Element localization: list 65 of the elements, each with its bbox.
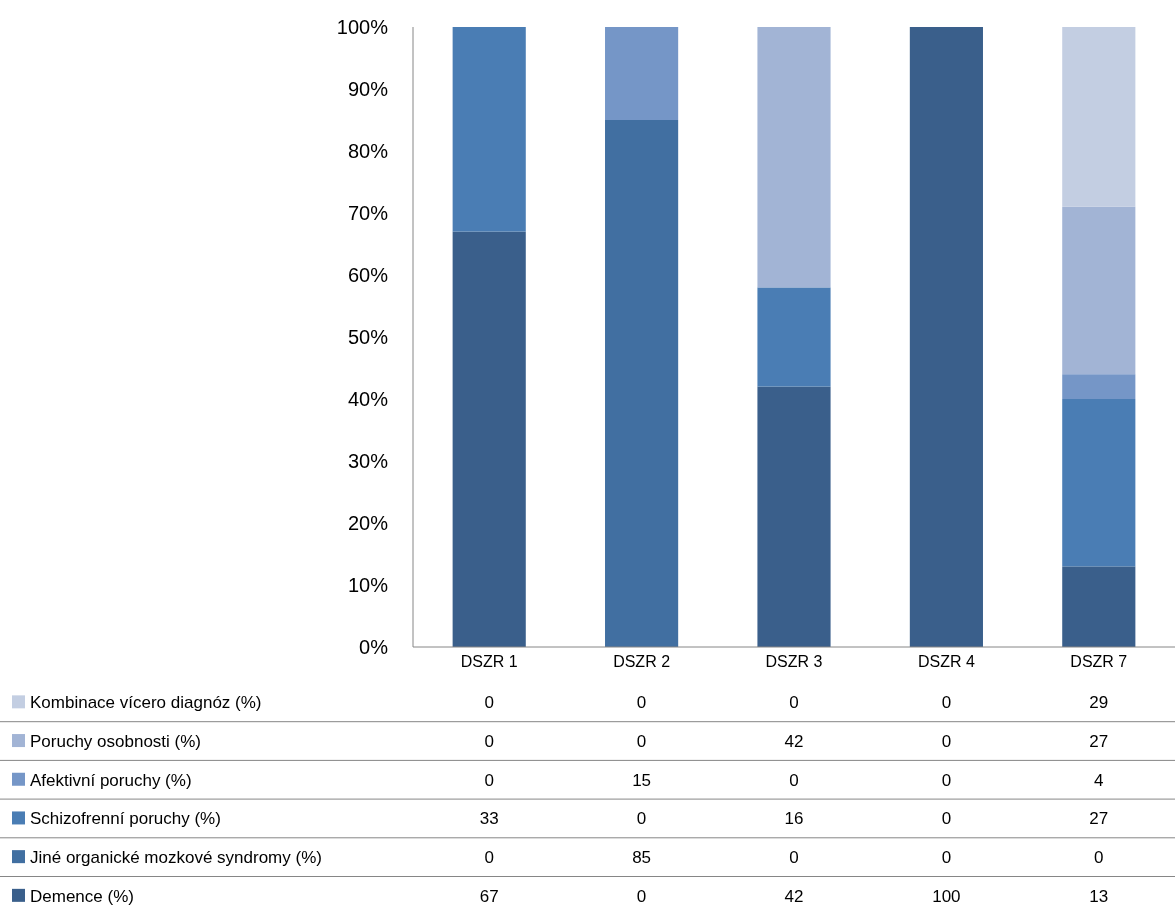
bar xyxy=(909,27,983,647)
bar xyxy=(757,27,831,288)
data-label: 4 xyxy=(1094,770,1104,790)
y-tick-label: 0% xyxy=(359,636,389,658)
bar xyxy=(452,27,526,232)
data-label: 27 xyxy=(1089,732,1109,751)
data-label: 0 xyxy=(941,848,952,868)
data-label: 0 xyxy=(636,732,647,751)
legend-label: Schizofrenní poruchy (%) xyxy=(30,809,221,829)
data-label: 0 xyxy=(941,809,952,829)
data-label: 29 xyxy=(1089,693,1109,713)
y-tick-label: 90% xyxy=(347,78,389,100)
data-label: 0 xyxy=(789,693,799,713)
bar xyxy=(1062,27,1136,207)
bar xyxy=(1062,374,1136,399)
legend-label: Jiné organické mozkové syndromy (%) xyxy=(30,848,322,868)
legend-label: Poruchy osobnosti (%) xyxy=(30,732,202,751)
legend-label: Afektivní poruchy (%) xyxy=(30,770,192,790)
data-label: 0 xyxy=(636,886,647,905)
data-label: 15 xyxy=(632,770,652,790)
data-label: 0 xyxy=(484,693,494,713)
data-label: 27 xyxy=(1089,809,1109,829)
data-label: 0 xyxy=(941,770,952,790)
data-label: 0 xyxy=(941,693,952,713)
bar xyxy=(1062,206,1136,375)
x-tick-label: DSZR 3 xyxy=(765,653,823,670)
y-tick-label: 40% xyxy=(347,388,389,410)
bar xyxy=(757,386,831,647)
data-label: 0 xyxy=(636,809,647,829)
data-label: 0 xyxy=(789,848,799,868)
y-tick-label: 100% xyxy=(336,16,389,38)
y-tick-label: 50% xyxy=(347,326,389,348)
legend-label: Demence (%) xyxy=(30,886,134,905)
data-label: 42 xyxy=(784,886,804,905)
bar xyxy=(605,27,679,120)
y-tick-label: 60% xyxy=(347,264,389,286)
data-label: 16 xyxy=(784,809,804,829)
data-label: 0 xyxy=(484,770,494,790)
x-tick-label: DSZR 4 xyxy=(917,653,975,670)
x-tick-label: DSZR 1 xyxy=(460,653,518,670)
y-tick-label: 20% xyxy=(347,512,389,534)
x-tick-label: DSZR 7 xyxy=(1070,653,1128,670)
data-label: 0 xyxy=(484,848,494,868)
data-label: 13 xyxy=(1089,886,1109,905)
data-label: 0 xyxy=(789,770,799,790)
data-label: 0 xyxy=(941,732,952,751)
bar xyxy=(452,231,526,647)
x-tick-label: DSZR 2 xyxy=(613,653,671,670)
data-label: 33 xyxy=(479,809,499,829)
data-label: 85 xyxy=(632,848,652,868)
data-label: 0 xyxy=(636,693,647,713)
data-label: 67 xyxy=(479,886,499,905)
bar xyxy=(1062,566,1136,647)
data-label: 42 xyxy=(784,732,804,751)
y-tick-label: 80% xyxy=(347,140,389,162)
y-tick-label: 10% xyxy=(347,574,389,596)
legend-label: Kombinace vícero diagnóz (%) xyxy=(30,693,262,713)
data-label: 0 xyxy=(1094,848,1104,868)
y-tick-label: 70% xyxy=(347,202,389,224)
bar xyxy=(1062,399,1136,567)
data-label: 100 xyxy=(932,886,961,905)
data-label: 0 xyxy=(484,732,494,751)
bar xyxy=(605,120,679,647)
bar xyxy=(757,287,831,387)
y-tick-label: 30% xyxy=(347,450,389,472)
